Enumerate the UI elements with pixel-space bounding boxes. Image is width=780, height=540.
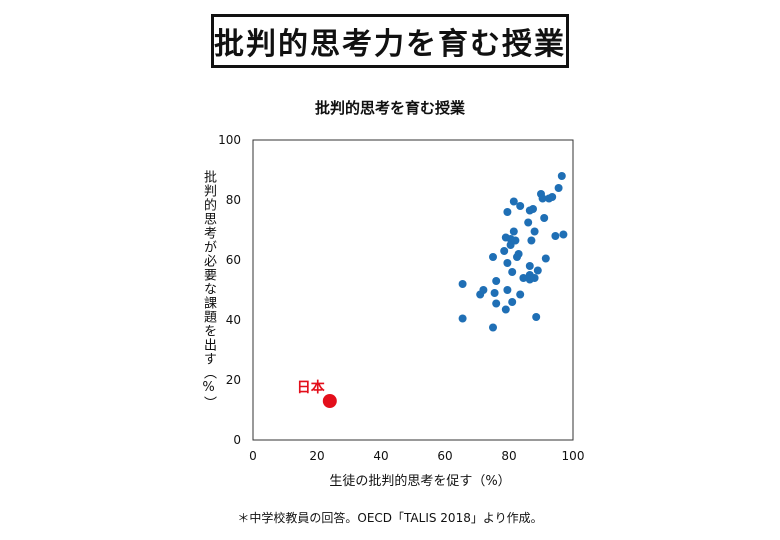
y-tick-label: 100	[218, 133, 241, 147]
y-axis-label: 批判的思考が必要な課題を出す（%）	[201, 170, 216, 410]
plot-frame	[252, 139, 574, 441]
data-point	[538, 194, 547, 203]
data-point	[509, 197, 518, 206]
x-tick-label: 60	[437, 449, 452, 463]
data-point	[511, 236, 520, 245]
data-point	[559, 230, 568, 239]
data-point	[509, 227, 518, 236]
footnote: ＊中学校教員の回答。OECD「TALIS 2018」より作成。	[237, 511, 543, 525]
data-point	[533, 266, 542, 275]
y-tick-label: 40	[226, 313, 241, 327]
data-point	[530, 227, 539, 236]
x-tick-label: 0	[249, 449, 257, 463]
data-point	[540, 214, 549, 222]
x-tick-label: 40	[373, 449, 388, 463]
data-point	[524, 218, 533, 227]
data-point	[514, 250, 523, 258]
x-tick-label: 20	[309, 449, 324, 463]
data-point	[530, 274, 539, 282]
data-point	[479, 286, 488, 294]
japan-label: 日本	[297, 379, 326, 396]
data-point	[492, 277, 501, 285]
data-point	[541, 254, 550, 263]
data-point	[489, 323, 497, 332]
data-point	[489, 253, 497, 261]
x-tick-label: 80	[501, 449, 516, 463]
data-point	[503, 259, 512, 267]
x-tick-label: 100	[562, 449, 585, 463]
data-point	[551, 232, 560, 240]
y-axis-ticks: 0 20 40 60 80 100	[218, 133, 241, 447]
data-point	[503, 208, 512, 216]
x-axis-ticks: 0 20 40 60 80 100	[249, 449, 584, 463]
data-point	[501, 305, 510, 314]
data-point	[516, 290, 525, 299]
japan-highlight: 日本	[297, 379, 337, 408]
data-points	[458, 172, 568, 332]
data-point	[554, 184, 563, 192]
data-point	[458, 314, 467, 323]
data-point	[500, 247, 509, 255]
y-tick-label: 80	[226, 193, 241, 207]
y-tick-label: 20	[226, 373, 241, 387]
data-point	[458, 280, 467, 288]
data-point	[527, 236, 536, 245]
data-point	[532, 313, 541, 321]
data-point	[508, 298, 517, 306]
y-tick-label: 60	[226, 253, 241, 267]
page-title: 批判的思考力を育む授業	[211, 14, 569, 68]
data-point	[490, 289, 499, 297]
y-tick-label: 0	[233, 433, 241, 447]
data-point	[557, 172, 566, 180]
chart-title: 批判的思考を育む授業	[314, 99, 465, 117]
data-point	[548, 193, 557, 201]
data-point	[525, 262, 534, 270]
x-axis-label: 生徒の批判的思考を促す（%）	[329, 474, 511, 489]
data-point	[516, 202, 525, 210]
data-point	[503, 286, 512, 294]
data-point	[519, 274, 528, 282]
data-point	[508, 268, 517, 276]
data-point	[529, 205, 537, 213]
data-point	[492, 299, 501, 308]
japan-point	[322, 394, 337, 408]
